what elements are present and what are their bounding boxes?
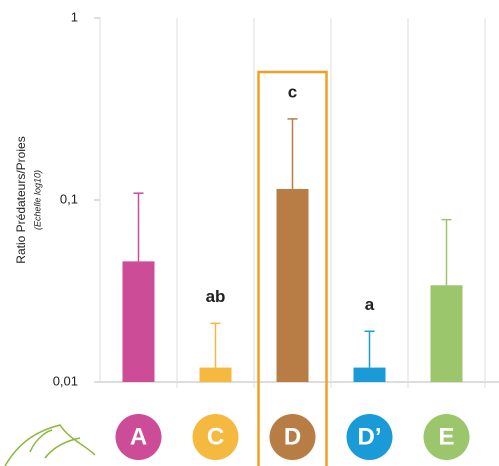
category-badge <box>269 414 316 460</box>
bar <box>276 188 309 382</box>
y-tick-label: 0,01 <box>53 373 78 388</box>
bar <box>199 367 232 382</box>
y-axis-label: Ratio Prédateurs/Proies <box>14 136 28 263</box>
x-tick-label: D’ <box>358 423 382 450</box>
category-badge <box>115 414 162 460</box>
logo <box>4 424 96 466</box>
highlight-box <box>257 70 328 466</box>
x-tick-label: C <box>207 423 224 450</box>
bar <box>430 285 463 382</box>
bar <box>122 261 155 382</box>
bar <box>353 367 386 382</box>
y-axis-sublabel: (Echelle log10) <box>32 170 42 230</box>
significance-label: c <box>288 82 297 101</box>
x-tick-label: D <box>284 423 301 450</box>
category-badge <box>423 414 470 460</box>
category-badge <box>346 414 393 460</box>
y-tick-label: 1 <box>71 9 78 24</box>
significance-label: ab <box>206 287 226 306</box>
significance-label: a <box>365 295 375 314</box>
category-badge <box>192 414 239 460</box>
x-tick-label: A <box>130 423 147 450</box>
y-tick-label: 0,1 <box>60 191 78 206</box>
x-tick-label: E <box>438 423 454 450</box>
